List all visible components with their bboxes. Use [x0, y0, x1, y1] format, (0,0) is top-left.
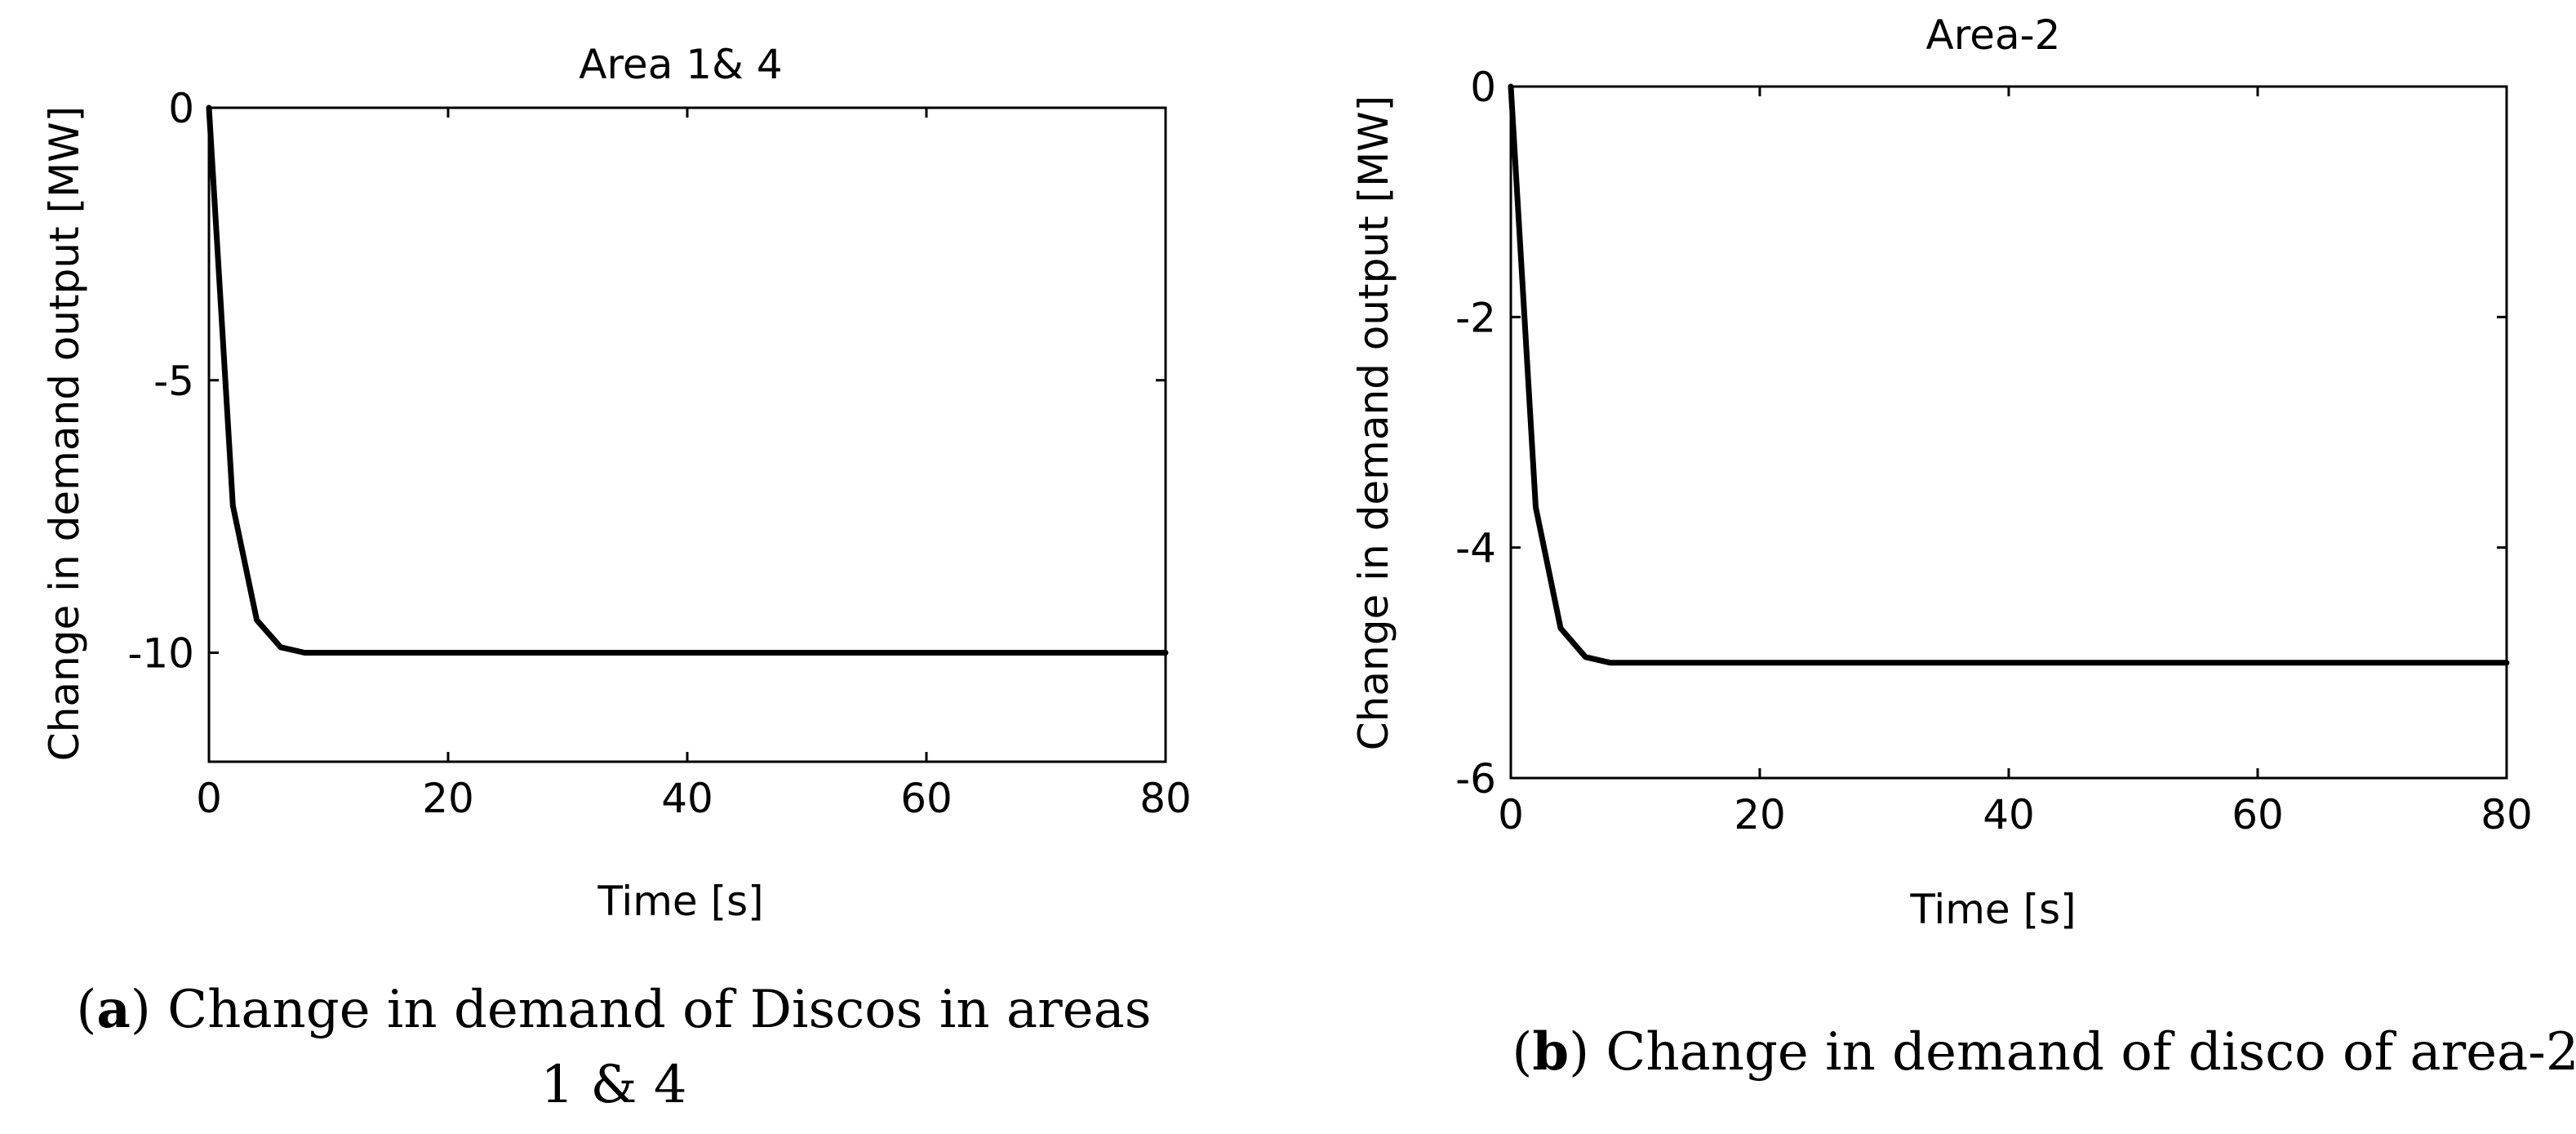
- chart-b-title: Area-2: [1926, 11, 2061, 59]
- chart-a-title: Area 1& 4: [579, 41, 782, 88]
- chart-b-plot-frame: [1509, 85, 2508, 780]
- chart-panel-b: Area-2 Change in demand output [MW] Time…: [1350, 11, 2576, 1083]
- x-tick-label: 60: [2232, 791, 2284, 838]
- chart-b-x-axis-label: Time [s]: [1909, 886, 2076, 933]
- caption-a-line1: (a) Change in demand of Discos in areas: [76, 979, 1151, 1040]
- y-tick-label: -5: [153, 358, 194, 405]
- x-tick-label: 0: [196, 775, 222, 822]
- x-tick-label: 40: [1983, 791, 2035, 838]
- y-tick-label: -4: [1455, 525, 1496, 572]
- x-tick-label: 80: [2481, 791, 2533, 838]
- y-tick-label: 0: [168, 85, 194, 132]
- caption-a-letter: a: [96, 979, 130, 1040]
- caption-b-text: ) Change in demand of disco of area-2: [1569, 1022, 2576, 1083]
- series-line: [206, 105, 1169, 656]
- x-tick-label: 80: [1139, 775, 1192, 822]
- chart-a-x-ticks: 0 20 40 60 80: [196, 108, 1192, 822]
- y-tick-label: -10: [127, 630, 194, 678]
- y-tick-label: 0: [1470, 64, 1496, 111]
- series-line: [1508, 83, 2510, 666]
- chart-b-y-ticks: 0 -2 -4 -6: [1455, 64, 2507, 803]
- x-tick-label: 40: [661, 775, 713, 822]
- x-tick-label: 60: [900, 775, 953, 822]
- chart-panel-a: Area 1& 4 Change in demand output [MW] T…: [41, 41, 1192, 1115]
- chart-a-plot-frame: [207, 106, 1167, 763]
- caption-a-text: ) Change in demand of Discos in areas: [131, 980, 1152, 1040]
- x-tick-label: 20: [422, 775, 474, 822]
- chart-b-x-ticks: 0 20 40 60 80: [1498, 87, 2533, 838]
- x-tick-label: 0: [1498, 791, 1524, 838]
- chart-b-y-axis-label: Change in demand output [MW]: [1350, 96, 1397, 750]
- caption-a-line2: 1 & 4: [540, 1055, 686, 1115]
- y-tick-label: -2: [1455, 294, 1496, 341]
- caption-b-letter: b: [1532, 1021, 1569, 1083]
- y-tick-label: -6: [1455, 755, 1496, 803]
- chart-a-y-ticks: 0 -5 -10: [127, 85, 1166, 678]
- chart-a-series: [206, 105, 1169, 656]
- chart-a-y-axis-label: Change in demand output [MW]: [41, 106, 88, 761]
- chart-b-series: [1508, 83, 2510, 666]
- chart-a-x-axis-label: Time [s]: [597, 878, 763, 925]
- caption-b-line1: (b) Change in demand of disco of area-2: [1512, 1021, 2576, 1083]
- x-tick-label: 20: [1734, 791, 1786, 838]
